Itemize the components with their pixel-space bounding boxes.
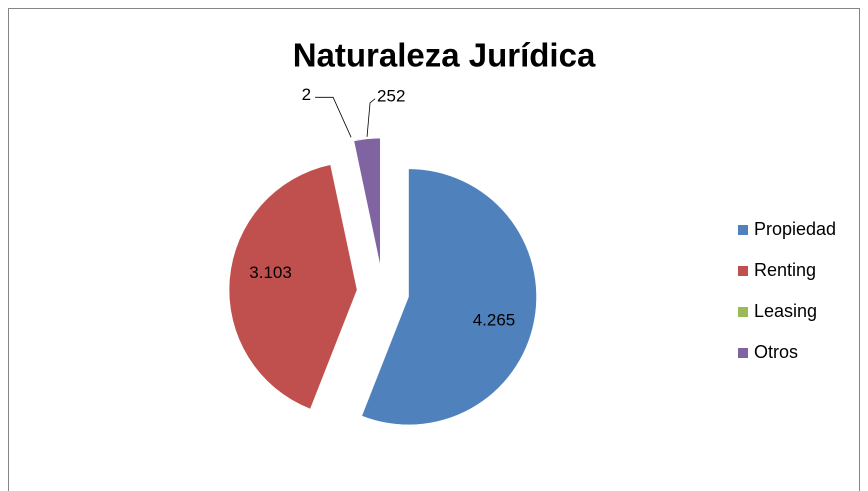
legend-swatch bbox=[738, 348, 748, 358]
leader-line bbox=[366, 98, 376, 137]
legend-label: Renting bbox=[754, 260, 816, 280]
data-label: 3.103 bbox=[249, 263, 292, 282]
pie-slice bbox=[353, 137, 381, 267]
legend-label: Leasing bbox=[754, 301, 817, 321]
data-label: 252 bbox=[377, 86, 405, 105]
data-label: 2 bbox=[302, 85, 311, 104]
legend-swatch bbox=[738, 266, 748, 276]
legend-swatch bbox=[738, 225, 748, 235]
pie-slice bbox=[228, 164, 358, 410]
chart-title: Naturaleza Jurídica bbox=[293, 37, 596, 74]
pie-slice bbox=[361, 168, 537, 426]
legend-label: Propiedad bbox=[754, 219, 836, 239]
legend-swatch bbox=[738, 307, 748, 317]
pie-slice bbox=[350, 141, 378, 267]
leader-line bbox=[315, 96, 352, 138]
legend-label: Otros bbox=[754, 342, 798, 362]
data-label: 4.265 bbox=[473, 311, 516, 330]
